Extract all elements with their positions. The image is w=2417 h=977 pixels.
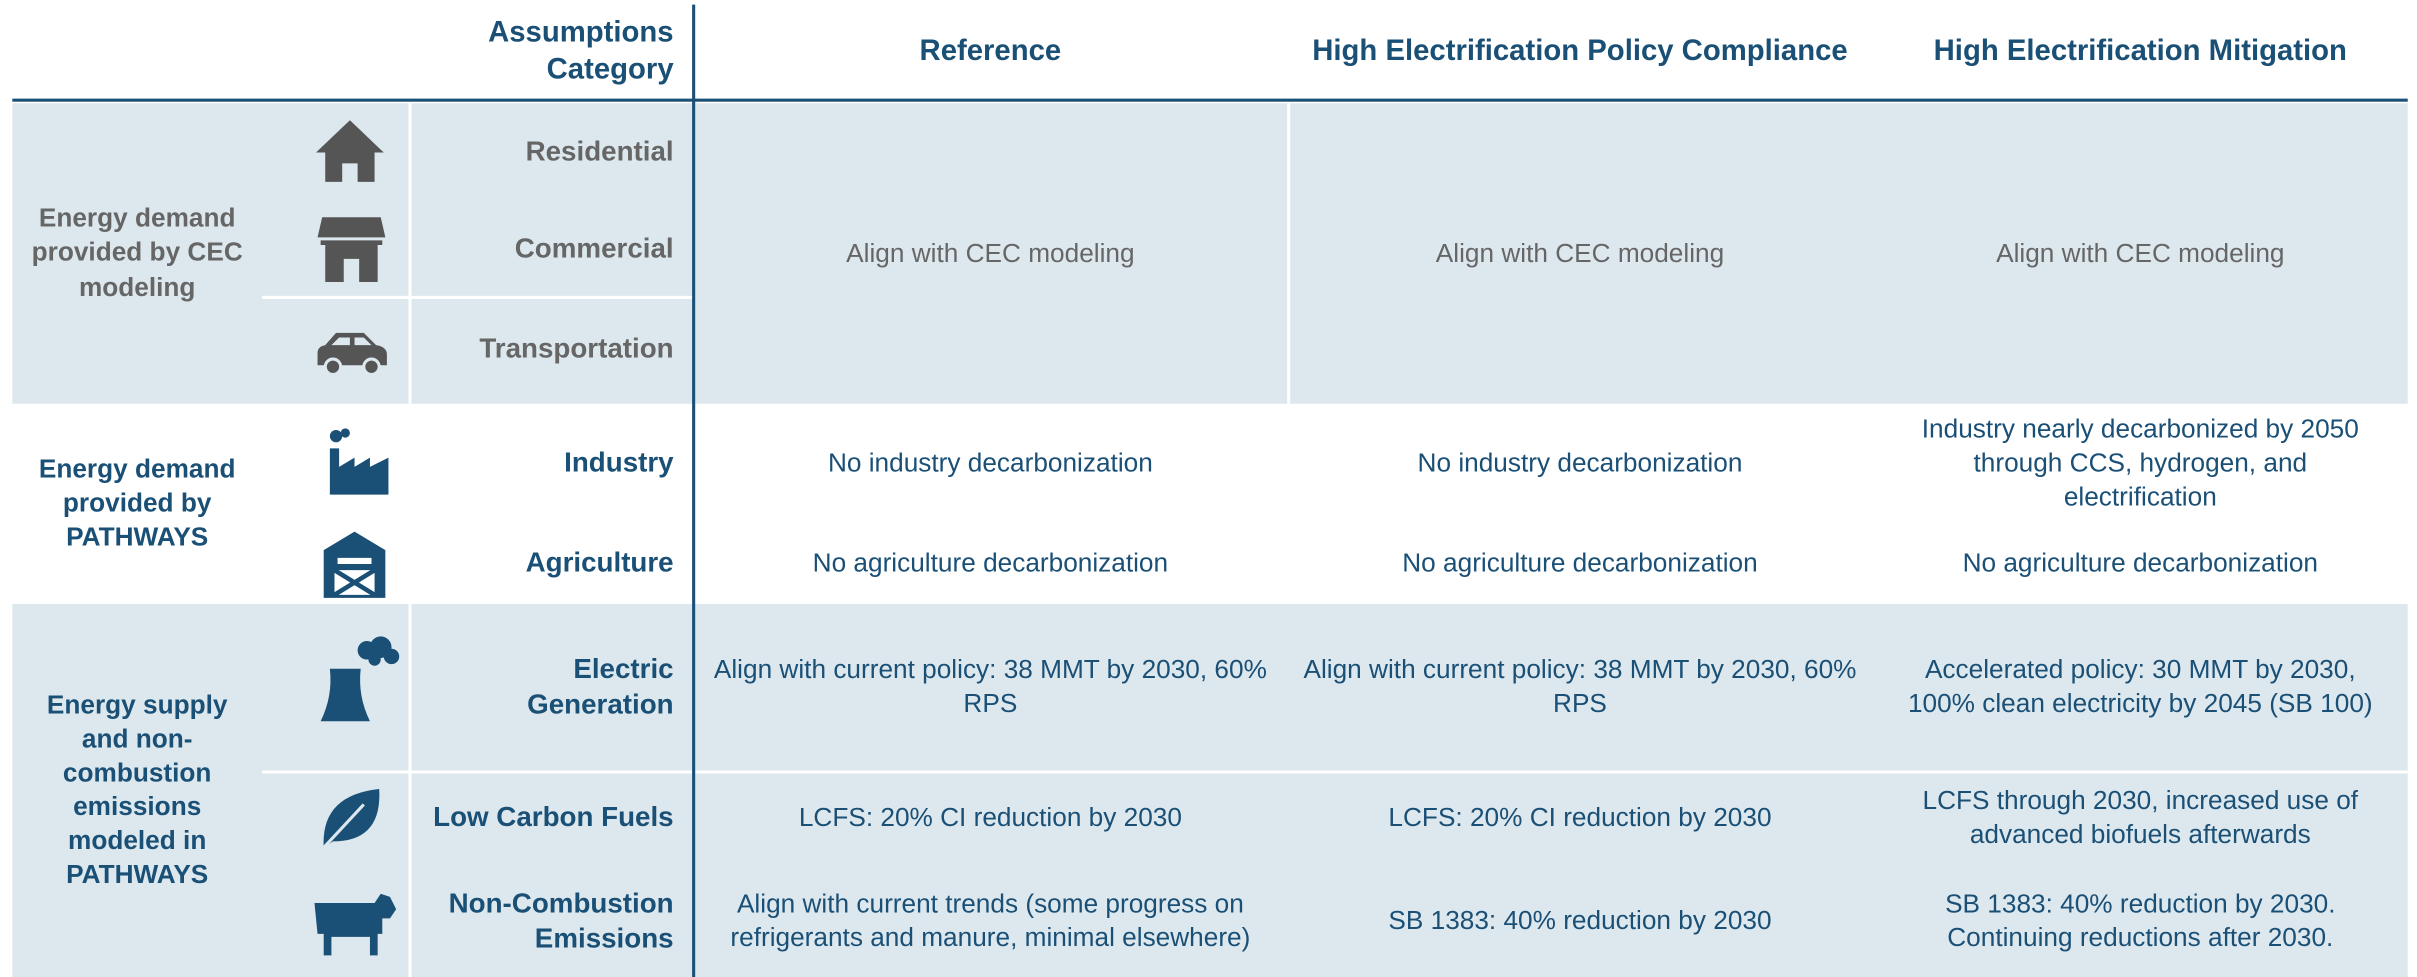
icon-store bbox=[317, 217, 386, 283]
category-label: Agriculture bbox=[525, 547, 674, 579]
category-label: Electric Generation bbox=[527, 653, 674, 720]
header-column: High Electrification Policy Compliance bbox=[1312, 35, 1848, 68]
cell: No agriculture decarbonization bbox=[1962, 548, 2319, 579]
cell: Align with current trends (some progress… bbox=[730, 889, 1251, 953]
icon-power-plant bbox=[320, 636, 400, 722]
icon-house bbox=[315, 120, 384, 182]
group-label: Energy demand provided by CEC modeling bbox=[31, 203, 243, 302]
group-band bbox=[12, 103, 2408, 404]
separator bbox=[262, 770, 2408, 773]
cell: No industry decarbonization bbox=[827, 448, 1153, 478]
icon-cow bbox=[314, 893, 397, 956]
cell: No industry decarbonization bbox=[1417, 448, 1743, 478]
header-category: Assumptions Category bbox=[488, 17, 674, 87]
cell: LCFS: 20% CI reduction by 2030 bbox=[1388, 803, 1772, 833]
icon-leaf bbox=[322, 788, 380, 849]
cell: Align with CEC modeling bbox=[1435, 238, 1725, 268]
category-label: Transportation bbox=[479, 333, 674, 365]
cell: LCFS: 20% CI reduction by 2030 bbox=[798, 803, 1182, 833]
category-label: Low Carbon Fuels bbox=[433, 802, 674, 833]
separator bbox=[1287, 103, 1290, 404]
cell: Align with current policy: 38 MMT by 203… bbox=[1303, 655, 1857, 719]
header-column: High Electrification Mitigation bbox=[1933, 35, 2347, 68]
separator bbox=[408, 604, 411, 977]
cell: SB 1383: 40% reduction by 2030 bbox=[1388, 906, 1772, 936]
header-column: Reference bbox=[919, 35, 1062, 68]
cell: Accelerated policy: 30 MMT by 2030, 100%… bbox=[1907, 655, 2373, 719]
category-label: Industry bbox=[564, 447, 674, 479]
group-label: Energy demand provided by PATHWAYS bbox=[38, 454, 236, 552]
group-label: Energy supply and non-combustion emissio… bbox=[46, 689, 228, 890]
separator bbox=[408, 103, 411, 404]
icon-factory bbox=[329, 428, 389, 495]
cell: SB 1383: 40% reduction by 2030. Continui… bbox=[1945, 889, 2336, 953]
cell: Align with CEC modeling bbox=[846, 238, 1135, 268]
cell: Align with CEC modeling bbox=[1996, 238, 2285, 268]
cell: Align with current policy: 38 MMT by 203… bbox=[713, 655, 1267, 719]
category-label: Residential bbox=[525, 136, 674, 168]
cell: LCFS through 2030, increased use of adva… bbox=[1922, 786, 2359, 850]
category-label: Non-Combustion Emissions bbox=[448, 887, 674, 954]
icon-barn bbox=[323, 531, 386, 598]
cell: Industry nearly decarbonized by 2050 thr… bbox=[1921, 415, 2359, 512]
cell: No agriculture decarbonization bbox=[812, 548, 1169, 579]
cell: No agriculture decarbonization bbox=[1402, 548, 1758, 579]
column-rule bbox=[692, 4, 696, 977]
category-label: Commercial bbox=[514, 232, 674, 264]
icon-car bbox=[317, 332, 387, 377]
header-rule bbox=[12, 98, 2408, 102]
separator bbox=[262, 295, 694, 299]
group-band bbox=[12, 604, 2408, 977]
